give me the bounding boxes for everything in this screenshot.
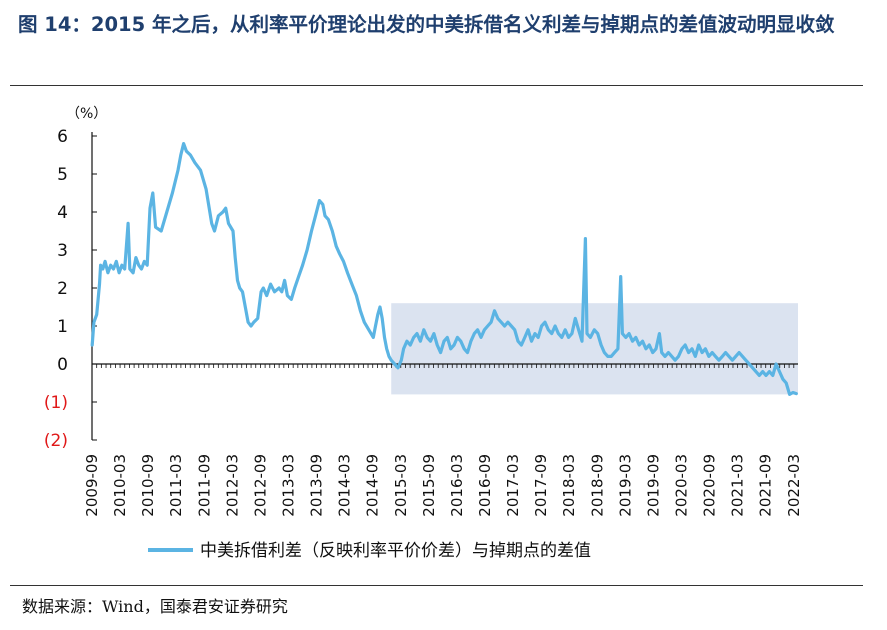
x-tick-label: 2018-09 (588, 454, 606, 517)
x-tick-label: 2018-03 (560, 454, 578, 517)
x-tick-label: 2013-03 (280, 454, 298, 517)
line-chart: 6 5 4 3 2 1 0 (1) (2) 2009-09 2010-03 2010-09 2011-… (44, 106, 803, 561)
y-tick-label: 0 (57, 355, 68, 375)
x-tick-label: 2013-09 (308, 454, 326, 517)
bottom-divider (10, 585, 863, 586)
x-tick-label: 2021-09 (757, 454, 775, 517)
x-tick-label: 2016-03 (448, 454, 466, 517)
x-tick-label: 2017-03 (504, 454, 522, 517)
x-tick-label: 2011-03 (167, 454, 185, 517)
y-tick-label: (1) (44, 393, 68, 413)
legend-label: 中美拆借利差（反映利率平价价差）与掉期点的差值 (200, 541, 591, 561)
y-tick-label: 6 (57, 127, 68, 147)
y-tick-label: 3 (57, 241, 68, 261)
x-tick-label: 2014-03 (336, 454, 354, 517)
x-tick-label: 2016-09 (476, 454, 494, 517)
x-tick-label: 2012-03 (223, 454, 241, 517)
x-tick-label: 2022-03 (785, 454, 803, 517)
highlight-region (391, 303, 798, 395)
x-tick-label: 2011-09 (195, 454, 213, 517)
y-tick-label: 2 (57, 279, 68, 299)
chart-title: 图 14：2015 年之后，从利率平价理论出发的中美拆借名义利差与掉期点的差值波… (18, 13, 835, 36)
x-tick-label: 2009-09 (83, 454, 101, 517)
x-tick-label: 2019-09 (644, 454, 662, 517)
y-tick-label: 1 (57, 317, 68, 337)
top-divider (10, 85, 863, 86)
x-tick-label: 2010-03 (111, 454, 129, 517)
source-note: 数据来源：Wind，国泰君安证券研究 (22, 597, 288, 616)
x-tick-label: 2015-09 (420, 454, 438, 517)
y-tick-label: (2) (44, 431, 68, 451)
x-tick-label: 2017-09 (532, 454, 550, 517)
x-tick-label: 2020-09 (701, 454, 719, 517)
x-tick-label: 2019-03 (616, 454, 634, 517)
x-tick-label: 2012-09 (251, 454, 269, 517)
x-tick-label: 2015-03 (392, 454, 410, 517)
x-tick-label: 2010-09 (139, 454, 157, 517)
y-tick-label: 4 (57, 203, 68, 223)
x-tick-label: 2021-03 (729, 454, 747, 517)
x-tick-label: 2020-03 (673, 454, 691, 517)
y-tick-label: 5 (57, 165, 68, 185)
x-tick-label: 2014-09 (364, 454, 382, 517)
series-line (90, 142, 798, 396)
y-unit-label: （%） (66, 106, 107, 122)
